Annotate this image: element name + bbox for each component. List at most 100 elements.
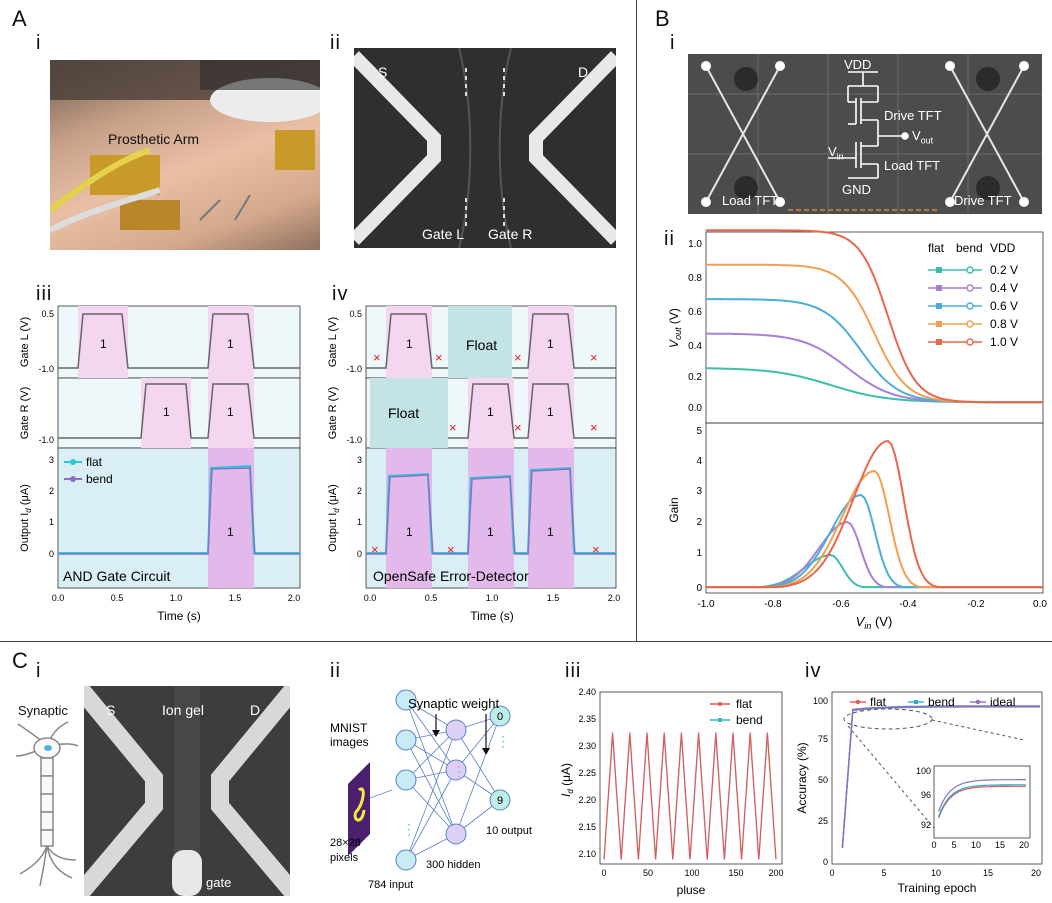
b-ii-legend-head-bend: bend [956,241,983,255]
gate-l-label: Gate L [422,226,465,242]
drive-tft-right-label: Drive TFT [954,193,1012,208]
b-ii-chart: flat bend VDD 0.2 V0.4 V0.6 V0.8 V1.0 V … [667,229,1047,631]
pixels-label: pixels [330,852,359,864]
b-ii-tick: 0.4 [688,341,702,352]
cross-icon: × [514,350,522,365]
c-iv-tick: 100 [813,696,828,706]
c-iii-tick: 0 [601,868,606,878]
b-ii-legend-marker-bend [966,284,974,292]
a-iv-tick: -1.0 [346,435,362,445]
vdd-label: VDD [844,57,872,72]
c-iv-tick: 0 [829,868,834,878]
cross-icon: × [373,350,381,365]
a-iii-pulse-bg [78,306,128,378]
c-iv-inset-tick: 96 [921,790,931,800]
sub-label-c-iii: iii [565,660,582,682]
c-iv-legend-ideal: ideal [990,695,1015,709]
c-iv-xlabel: Training epoch [898,881,977,895]
source-label: S [378,64,388,80]
b-ii-legend-vdd: 0.2 V [990,263,1018,277]
a-iv-gate-r-trace [448,383,616,439]
b-ii-legend-vdd: 0.8 V [990,317,1018,331]
load-tft-left-label: Load TFT [722,193,779,208]
c-iv-tick: 75 [818,734,828,744]
a-iii-pulse-bg [141,378,191,448]
sub-label-b-ii: ii [664,228,675,250]
c-iii-tick: 50 [643,868,653,878]
divider-horizontal [0,641,1052,642]
a-iv-ylabel-top: Gate L (V) [327,317,339,367]
sub-label-a-ii: ii [330,32,341,54]
b-ii-legend-marker-flat [936,285,942,291]
a-iii-tick: 0.5 [111,593,124,603]
cross-icon: × [435,350,443,365]
a-iv-output-bend [366,468,616,555]
b-ii-legend-head-flat: flat [928,241,945,255]
svg-text:⋮: ⋮ [452,763,466,779]
synaptic-source-label: S [106,702,116,718]
b-ii-tick: 3 [696,486,702,497]
a-iii-caption: AND Gate Circuit [63,568,170,584]
prosthetic-arm-label: Prosthetic Arm [108,131,200,147]
a-iv-ylabel-mid: Gate R (V) [327,387,339,440]
c-iv-inset-tick: 0 [931,840,936,850]
a-iv-logic-one: 1 [487,405,494,419]
sub-label-c-iv: iv [805,660,822,682]
a-iv-logic-one: 1 [547,337,554,351]
b-ii-legend-vdd: 0.6 V [990,299,1018,313]
c-iii-tick: 2.35 [578,714,596,724]
a-iii-tick: 2 [49,486,54,496]
neuron-icon [15,721,79,887]
c-iii-curve-flat [603,732,777,860]
panel-label-b: B [655,6,670,31]
c-iv-inset-tick: 100 [916,766,931,776]
cross-icon: × [447,542,455,557]
c-iv-legend-bend: bend [928,695,955,709]
inverter-drawing [688,54,1042,214]
b-ii-legend-marker-flat [936,267,942,273]
b-ii-tick: 0.8 [688,273,702,284]
a-iii-pulse-bg [208,378,254,448]
synapse-line [405,779,457,835]
a-iii-tick: 1.0 [170,593,183,603]
b-ii-legend-marker-flat [936,321,942,327]
synapse-line [455,729,501,801]
b-ii-tick: 0 [696,583,702,594]
input-neuron [395,689,417,711]
c-iii-tick: 200 [768,868,783,878]
a-iii-logic-one: 1 [227,405,234,419]
a-iv-gate-l-trace [366,313,616,369]
a-iv-logic-one: 1 [547,405,554,419]
synaptic-drain-label: D [250,702,261,718]
synaptic-device-drawing [84,686,290,896]
c-iv-inset-tick: 10 [971,840,981,850]
hidden-neuron [445,719,467,741]
synapse-line [455,715,501,771]
synapse-line [405,769,457,861]
a-iii-output-bg [208,448,254,588]
a-iii-legend-flat: flat [86,455,103,469]
cross-icon: × [592,542,600,557]
b-ii-tick: -0.8 [764,599,782,610]
divider-vertical [636,0,637,641]
c-iii-tick: 2.30 [578,741,596,751]
a-iii-logic-one: 1 [100,337,107,351]
a-iii-tick: -1.0 [38,435,54,445]
a-iii-gate-l-trace [58,313,300,369]
inverter-photo: VDD Drive TFT Vout Vin Load TFT GND Load… [688,54,1042,214]
output-neuron [489,705,511,727]
a-iv-float-bg [370,378,448,448]
c-iii-tick: 2.25 [578,768,596,778]
cross-icon: × [371,542,379,557]
c-iii-tick: 150 [728,868,743,878]
cross-icon: × [514,420,522,435]
hidden-neuron [445,823,467,845]
prosthetic-arm-photo: Prosthetic Arm [50,60,320,250]
a-iv-logic-one: 1 [406,525,413,539]
b-ii-legend-marker-bend [966,338,974,346]
c-iv-curve-ideal [841,705,1040,848]
gnd-label: GND [842,182,871,197]
a-iv-tick: 1 [357,517,362,527]
a-iii-xlabel: Time (s) [157,609,201,623]
svg-text:⋮: ⋮ [402,821,416,837]
